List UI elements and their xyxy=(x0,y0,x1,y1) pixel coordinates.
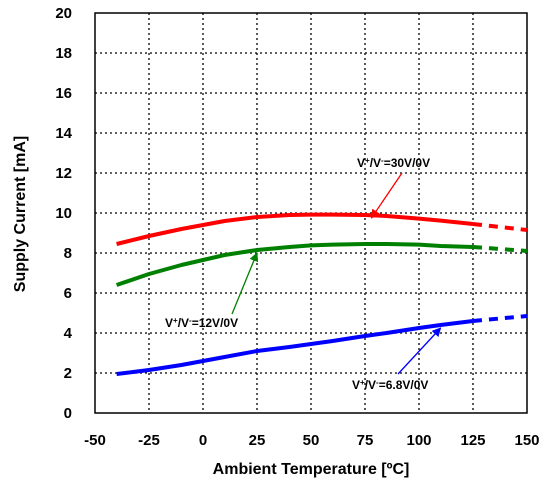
y-tick-label: 0 xyxy=(64,405,72,422)
annotation-layer: V+/V-=30V/0V V+/V-=12V/0V V+/V-=6.8V/0V xyxy=(165,156,442,393)
series-line-1 xyxy=(116,212,474,246)
y-tick-label: 4 xyxy=(64,325,73,342)
chart-grid xyxy=(95,13,527,413)
x-tick-label: 75 xyxy=(357,432,374,449)
series-layer xyxy=(115,212,528,376)
y-tick-label: 12 xyxy=(55,165,72,182)
series-extrapolation-1 xyxy=(472,222,528,232)
plot-area-frame xyxy=(94,12,528,414)
y-axis-tick-labels: 0 2 4 6 8 10 12 14 16 18 20 xyxy=(55,5,72,422)
y-tick-label: 2 xyxy=(64,365,72,382)
y-tick-label: 16 xyxy=(55,85,72,102)
y-tick-label: 6 xyxy=(64,285,72,302)
annotation-label-2: V+/V-=12V/0V xyxy=(165,316,238,331)
series-extrapolation-2 xyxy=(472,245,528,253)
annotation-arrow-1 xyxy=(370,172,403,219)
y-tick-label: 18 xyxy=(55,45,72,62)
x-axis-title: Ambient Temperature [ºC] xyxy=(213,461,410,478)
x-tick-label: 0 xyxy=(199,432,207,449)
x-tick-label: -25 xyxy=(138,432,160,449)
series-line-3 xyxy=(116,319,474,376)
x-tick-label: -50 xyxy=(84,432,106,449)
series-line-2 xyxy=(115,242,474,287)
x-axis-tick-labels: -50 -25 0 25 50 75 100 125 150 xyxy=(84,432,539,449)
annotation-label-3: V+/V-=6.8V/0V xyxy=(352,378,428,393)
annotation-label-1: V+/V-=30V/0V xyxy=(357,156,430,171)
x-tick-label: 100 xyxy=(406,432,431,449)
x-tick-label: 150 xyxy=(514,432,539,449)
y-tick-label: 8 xyxy=(64,245,72,262)
annotation-arrow-3 xyxy=(397,327,442,375)
y-tick-label: 20 xyxy=(55,5,72,22)
annotation-arrow-2 xyxy=(231,252,259,315)
x-tick-label: 125 xyxy=(460,432,485,449)
y-tick-label: 14 xyxy=(55,125,72,142)
y-axis-title: Supply Current [mA] xyxy=(12,136,29,292)
x-tick-label: 25 xyxy=(249,432,266,449)
x-tick-label: 50 xyxy=(303,432,320,449)
series-extrapolation-3 xyxy=(472,314,528,323)
y-tick-label: 10 xyxy=(55,205,72,222)
